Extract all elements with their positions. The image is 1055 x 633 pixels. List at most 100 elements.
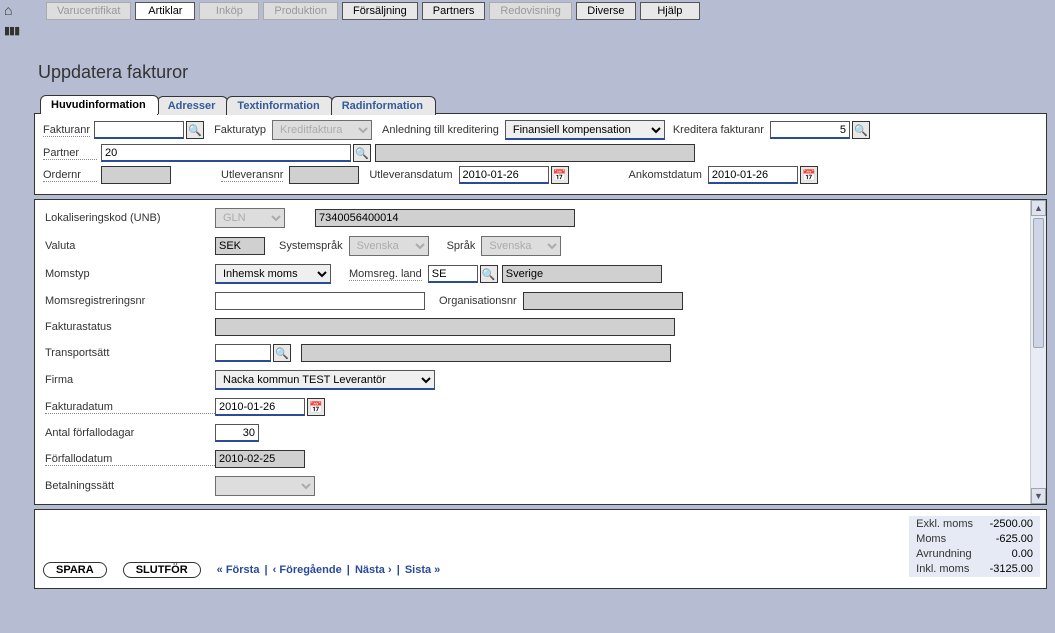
ankomstdatum-input[interactable] — [708, 166, 798, 184]
pagination-nav: « Första | ‹ Föregående | Nästa › | Sist… — [217, 564, 441, 576]
fakturastatus-input — [215, 318, 675, 336]
avr-value: 0.00 — [980, 547, 1040, 562]
main-tab-3: Produktion — [263, 2, 338, 20]
nav-next[interactable]: Nästa › — [355, 564, 392, 576]
forfallodatum-input — [215, 450, 305, 468]
orgnr-label: Organisationsnr — [439, 295, 517, 307]
momstyp-select[interactable]: Inhemsk moms — [215, 264, 331, 284]
nav-last[interactable]: Sista » — [405, 564, 440, 576]
fakturadatum-label: Fakturadatum — [45, 401, 215, 414]
scroll-thumb[interactable] — [1033, 218, 1044, 348]
partner-search-icon[interactable]: 🔍 — [353, 144, 371, 162]
transport-input[interactable] — [215, 344, 271, 362]
forfallodatum-label: Förfallodatum — [45, 453, 215, 466]
fakturadatum-calendar-icon[interactable]: 📅 — [307, 398, 325, 416]
footer-panel: Exkl. moms-2500.00 Moms-625.00 Avrundnin… — [34, 509, 1047, 589]
sprak-label: Språk — [447, 240, 476, 252]
main-tab-6: Redovisning — [489, 2, 572, 20]
scroll-up-icon[interactable]: ▲ — [1031, 200, 1046, 216]
anledning-label: Anledning till kreditering — [382, 124, 499, 136]
anledning-select[interactable]: Finansiell kompensation — [505, 120, 665, 140]
utleveransdatum-input[interactable] — [459, 166, 549, 184]
kreditera-input[interactable] — [770, 121, 850, 139]
partner-label: Partner — [43, 147, 97, 160]
tab-textinformation[interactable]: Textinformation — [226, 96, 332, 115]
scrollbar[interactable]: ▲ ▼ — [1030, 200, 1046, 504]
detail-panel: Lokaliseringskod (UNB) GLN Valuta System… — [34, 199, 1047, 505]
menu-icon[interactable]: ▮▮▮ — [4, 24, 19, 37]
momsregnr-label: Momsregistreringsnr — [45, 295, 215, 307]
main-tabs: VarucertifikatArtiklarInköpProduktionFör… — [46, 2, 700, 20]
valuta-label: Valuta — [45, 240, 215, 252]
momsregland-input[interactable] — [428, 265, 478, 283]
tab-adresser[interactable]: Adresser — [157, 96, 229, 115]
ankomstdatum-calendar-icon[interactable]: 📅 — [800, 166, 818, 184]
utleveransdatum-label: Utleveransdatum — [369, 169, 452, 181]
fakturatyp-select: Kreditfaktura — [272, 120, 372, 140]
utleveransdatum-calendar-icon[interactable]: 📅 — [551, 166, 569, 184]
moms-label: Moms — [910, 532, 980, 547]
lokkod-label: Lokaliseringskod (UNB) — [45, 212, 215, 224]
orgnr-input — [523, 292, 683, 310]
transport-search-icon[interactable]: 🔍 — [273, 344, 291, 362]
betalningssatt-label: Betalningssätt — [45, 480, 215, 492]
moms-value: -625.00 — [980, 532, 1040, 547]
fakturastatus-label: Fakturastatus — [45, 321, 215, 333]
main-tab-7[interactable]: Diverse — [576, 2, 636, 20]
fakturanr-label: Fakturanr — [43, 124, 90, 137]
transport-label: Transportsätt — [45, 347, 215, 359]
partner-name-input — [375, 144, 695, 162]
momsregland-label: Momsreg. land — [349, 268, 422, 281]
kreditera-label: Kreditera fakturanr — [673, 124, 764, 136]
betalref-input[interactable] — [215, 504, 375, 505]
antalforfallo-input[interactable] — [215, 424, 259, 442]
save-button[interactable]: SPARA — [43, 562, 107, 578]
ankomstdatum-label: Ankomstdatum — [629, 169, 702, 181]
main-tab-4[interactable]: Försäljning — [342, 2, 418, 20]
momsregland-search-icon[interactable]: 🔍 — [480, 265, 498, 283]
avr-label: Avrundning — [910, 547, 980, 562]
momsregnr-input[interactable] — [215, 292, 425, 310]
lokkod-input — [315, 209, 575, 227]
main-tab-2: Inköp — [199, 2, 259, 20]
inkl-label: Inkl. moms — [910, 562, 980, 577]
antalforfallo-label: Antal förfallodagar — [45, 427, 215, 439]
main-tab-1[interactable]: Artiklar — [135, 2, 195, 20]
totals-table: Exkl. moms-2500.00 Moms-625.00 Avrundnin… — [909, 516, 1040, 577]
scroll-down-icon[interactable]: ▼ — [1031, 488, 1046, 504]
main-tab-5[interactable]: Partners — [422, 2, 486, 20]
systemsprak-select: Svenska — [349, 236, 429, 256]
exkl-label: Exkl. moms — [910, 517, 980, 532]
partner-input[interactable] — [101, 144, 351, 162]
main-tab-8[interactable]: Hjälp — [640, 2, 700, 20]
fakturatyp-label: Fakturatyp — [214, 124, 266, 136]
nav-first[interactable]: « Första — [217, 564, 260, 576]
top-panel: Fakturanr 🔍 Fakturatyp Kreditfaktura Anl… — [34, 113, 1047, 195]
finish-button[interactable]: SLUTFÖR — [123, 562, 201, 578]
tab-huvudinformation[interactable]: Huvudinformation — [40, 95, 159, 114]
momsregland-name-input — [502, 265, 662, 283]
ordernr-input — [101, 166, 171, 184]
fakturanr-input[interactable] — [94, 121, 184, 139]
tab-radinformation[interactable]: Radinformation — [331, 96, 436, 115]
ordernr-label: Ordernr — [43, 169, 97, 182]
exkl-value: -2500.00 — [980, 517, 1040, 532]
valuta-input — [215, 237, 265, 255]
inkl-value: -3125.00 — [980, 562, 1040, 577]
firma-select[interactable]: Nacka kommun TEST Leverantör — [215, 370, 435, 390]
systemsprak-label: Systemspråk — [279, 240, 343, 252]
page-title: Uppdatera fakturor — [38, 62, 1049, 83]
sprak-select: Svenska — [481, 236, 561, 256]
fakturanr-search-icon[interactable]: 🔍 — [186, 121, 204, 139]
momstyp-label: Momstyp — [45, 268, 215, 280]
fakturadatum-input[interactable] — [215, 398, 305, 416]
sub-tabs: Huvudinformation Adresser Textinformatio… — [40, 95, 1049, 114]
betalningssatt-select — [215, 476, 315, 496]
nav-prev[interactable]: ‹ Föregående — [273, 564, 342, 576]
transport-name-input — [301, 344, 671, 362]
home-icon[interactable]: ⌂ — [4, 2, 19, 18]
utleveransnr-input — [289, 166, 359, 184]
utleveransnr-label: Utleveransnr — [221, 169, 283, 182]
kreditera-search-icon[interactable]: 🔍 — [852, 121, 870, 139]
lokkod-type-select: GLN — [215, 208, 285, 228]
